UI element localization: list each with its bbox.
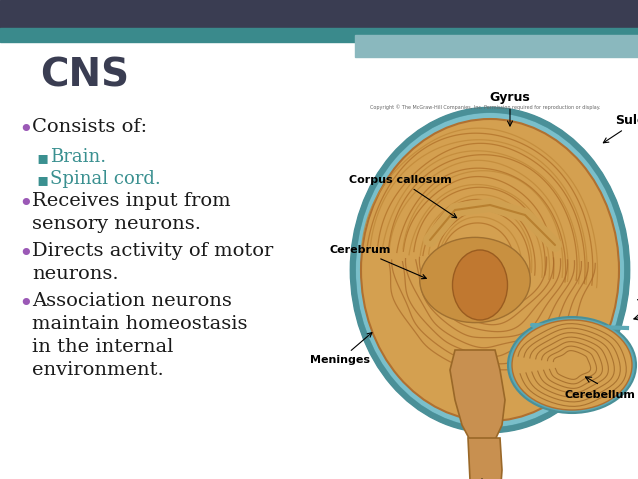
Text: •: • (18, 192, 33, 216)
Text: Spinal cord.: Spinal cord. (50, 170, 161, 188)
Bar (0, 0, 638, 28)
Ellipse shape (351, 108, 629, 432)
Ellipse shape (356, 113, 624, 427)
Text: Directs activity of motor
neurons.: Directs activity of motor neurons. (32, 242, 273, 283)
Ellipse shape (512, 320, 632, 410)
Text: Receives input from
sensory neurons.: Receives input from sensory neurons. (32, 192, 230, 233)
Text: Sulcus: Sulcus (604, 114, 638, 143)
Ellipse shape (420, 238, 530, 323)
Polygon shape (468, 438, 502, 479)
Ellipse shape (361, 119, 619, 421)
Bar (355, 35, 638, 57)
Ellipse shape (452, 250, 507, 320)
Text: ▪: ▪ (36, 171, 48, 189)
Text: Corpus callosum: Corpus callosum (348, 175, 457, 218)
Text: Cerebrum: Cerebrum (329, 245, 426, 279)
Text: •: • (18, 242, 33, 266)
Polygon shape (450, 350, 505, 445)
Text: •: • (18, 118, 33, 142)
Text: ▪: ▪ (36, 149, 48, 167)
Text: Cerebellum: Cerebellum (565, 390, 635, 400)
Text: CNS: CNS (40, 56, 130, 94)
Text: Gyrus: Gyrus (489, 91, 530, 126)
Ellipse shape (508, 317, 636, 413)
Text: Meninges: Meninges (310, 332, 372, 365)
Text: Tentorium
cerebelli: Tentorium cerebelli (637, 299, 638, 321)
Text: Brain.: Brain. (50, 148, 106, 166)
Bar (0, 28, 638, 42)
Text: •: • (18, 292, 33, 316)
Text: Copyright © The McGraw-Hill Companies, Inc. Permission required for reproduction: Copyright © The McGraw-Hill Companies, I… (370, 104, 600, 110)
Text: Consists of:: Consists of: (32, 118, 147, 136)
Text: Association neurons
maintain homeostasis
in the internal
environment.: Association neurons maintain homeostasis… (32, 292, 248, 379)
